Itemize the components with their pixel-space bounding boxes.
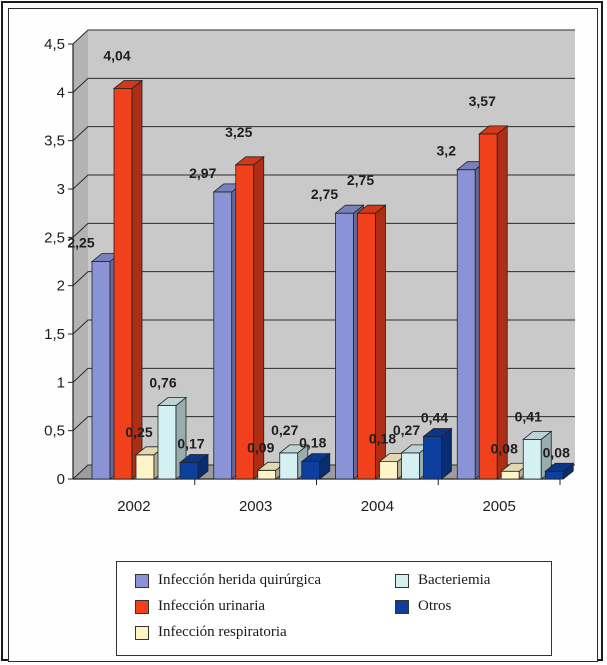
bar-top xyxy=(178,454,210,463)
bar xyxy=(279,452,299,480)
data-label: 3,25 xyxy=(225,124,252,140)
data-label: 3,57 xyxy=(469,93,496,109)
y-tick-label: 4 xyxy=(57,84,65,101)
bar-top xyxy=(356,204,387,214)
bar-top xyxy=(278,444,309,454)
bar xyxy=(544,470,564,480)
y-tick-label: 4,5 xyxy=(44,36,65,53)
y-tick-label: 3 xyxy=(57,181,65,198)
data-label: 0,18 xyxy=(299,435,326,451)
bar xyxy=(235,164,255,480)
gridline xyxy=(72,174,575,190)
bar-side xyxy=(253,156,265,480)
bar xyxy=(522,438,542,480)
y-tick-label: 1 xyxy=(57,374,65,391)
legend-item-otros: Otros xyxy=(395,598,451,615)
data-label: 0,18 xyxy=(369,431,396,447)
bar xyxy=(500,470,520,480)
data-label: 0,27 xyxy=(271,422,298,438)
legend-swatch-bacteriemia xyxy=(395,573,409,588)
bar xyxy=(179,462,199,480)
gridline xyxy=(72,222,575,238)
legend-item-urinaria: Infección urinaria xyxy=(135,598,265,615)
legend-label-urinaria: Infección urinaria xyxy=(158,598,266,614)
bar-top xyxy=(234,156,265,166)
data-label: 0,09 xyxy=(247,439,274,455)
legend-label-respiratoria: Infección respiratoria xyxy=(158,624,287,640)
data-label: 0,27 xyxy=(393,422,420,438)
data-label: 0,25 xyxy=(125,424,152,440)
gridline xyxy=(72,416,575,432)
bar xyxy=(257,469,277,480)
plot-back-wall xyxy=(88,30,575,465)
data-label: 4,04 xyxy=(103,47,130,63)
data-label: 0,44 xyxy=(421,409,448,425)
bar-top xyxy=(334,204,365,214)
bar xyxy=(478,133,498,480)
legend-item-respiratoria: Infección respiratoria xyxy=(135,624,287,641)
gridline xyxy=(72,271,575,287)
bar xyxy=(157,405,177,480)
data-label: 2,75 xyxy=(347,172,374,188)
bar-top xyxy=(522,430,553,440)
bar xyxy=(423,436,442,480)
bar-top xyxy=(422,428,453,437)
bar xyxy=(335,212,354,480)
gridline xyxy=(72,367,575,383)
bar-top xyxy=(112,80,144,89)
legend-item-bacteriemia: Bacteriemia xyxy=(395,572,490,589)
bar-top xyxy=(544,462,575,472)
bar xyxy=(213,191,233,480)
bar xyxy=(456,169,476,480)
bar xyxy=(301,461,321,480)
legend-label-bacteriemia: Bacteriemia xyxy=(418,572,491,588)
legend-label-herida: Infección herida quirúrgica xyxy=(158,572,321,588)
y-tick-label: 0,5 xyxy=(44,423,65,440)
x-tick-label: 2002 xyxy=(117,498,150,515)
y-tick-label: 2,5 xyxy=(44,229,65,246)
bar xyxy=(91,261,111,480)
legend-swatch-respiratoria xyxy=(135,625,149,640)
data-label: 2,25 xyxy=(67,235,94,251)
data-label: 3,2 xyxy=(437,143,457,159)
data-label: 0,76 xyxy=(149,375,176,391)
bar-side xyxy=(496,125,508,480)
x-tick-label: 2005 xyxy=(482,498,515,515)
data-label: 0,17 xyxy=(177,436,204,452)
gridline xyxy=(72,77,575,93)
bar xyxy=(401,452,420,480)
gridline xyxy=(72,319,575,335)
data-label: 0,41 xyxy=(515,408,542,424)
legend-item-herida: Infección herida quirúrgica xyxy=(135,572,321,589)
y-tick-label: 1,5 xyxy=(44,326,65,343)
x-tick-label: 2004 xyxy=(361,498,394,515)
data-label: 0,08 xyxy=(491,440,518,456)
x-tick-label: 2003 xyxy=(239,498,272,515)
bar-top xyxy=(156,397,188,406)
bar xyxy=(379,461,398,480)
bar-side xyxy=(131,79,143,480)
data-label: 0,08 xyxy=(543,444,570,460)
data-label: 2,75 xyxy=(311,186,338,202)
gridline xyxy=(72,126,575,142)
bar xyxy=(135,454,155,480)
y-tick-label: 0 xyxy=(57,471,65,488)
bar-side xyxy=(441,427,452,480)
bar-top xyxy=(300,453,331,463)
legend-label-otros: Otros xyxy=(418,598,452,614)
legend-swatch-urinaria xyxy=(135,599,149,614)
legend-swatch-herida xyxy=(135,573,149,588)
bar-top xyxy=(478,125,509,135)
gridline xyxy=(72,29,575,45)
bar xyxy=(113,88,133,480)
y-tick-label: 2 xyxy=(57,278,65,295)
legend-swatch-otros xyxy=(395,599,409,614)
data-label: 2,97 xyxy=(189,165,216,181)
chart-legend: Infección herida quirúrgica Infección ur… xyxy=(116,561,552,656)
y-tick-label: 3,5 xyxy=(44,133,65,150)
plot-side-wall xyxy=(73,30,88,479)
